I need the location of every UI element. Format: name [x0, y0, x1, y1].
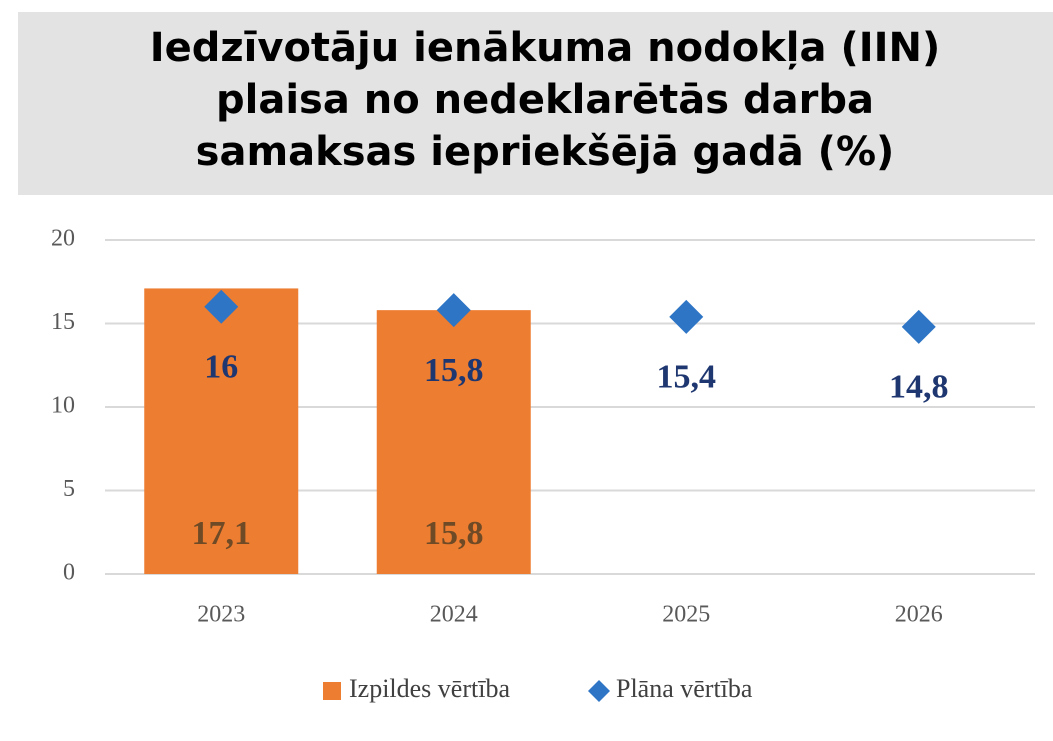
bar	[376, 310, 531, 574]
y-tick-label: 20	[51, 226, 75, 252]
bar-value-label: 17,1	[192, 515, 252, 552]
diamond-marker	[669, 299, 704, 334]
legend-swatch	[323, 682, 341, 700]
bar	[144, 288, 299, 574]
point-value-label: 15,8	[424, 352, 484, 389]
x-tick-label: 2025	[662, 602, 710, 628]
legend-swatch	[588, 680, 610, 702]
y-tick-label: 10	[51, 393, 75, 419]
legend-label: Izpildes vērtība	[349, 674, 510, 703]
x-tick-label: 2024	[430, 602, 478, 628]
y-tick-label: 0	[63, 560, 75, 586]
point-value-label: 14,8	[889, 369, 949, 406]
diamond-marker	[901, 309, 936, 344]
chart-title: plaisa no nedeklarētās darba	[216, 77, 874, 123]
y-tick-label: 15	[51, 309, 75, 335]
x-tick-label: 2026	[895, 602, 943, 628]
diamond-marker	[436, 293, 471, 328]
bar-value-label: 15,8	[424, 515, 484, 552]
point-value-label: 15,4	[657, 359, 717, 396]
chart-title: samaksas iepriekšējā gadā (%)	[196, 129, 895, 175]
chart-title: Iedzīvotāju ienākuma nodokļa (IIN)	[150, 25, 941, 71]
point-value-label: 16	[204, 349, 238, 386]
title-band	[18, 12, 1053, 195]
x-tick-label: 2023	[197, 602, 245, 628]
legend-label: Plāna vērtība	[616, 674, 753, 703]
diamond-marker	[204, 289, 239, 324]
y-tick-label: 5	[63, 476, 75, 502]
